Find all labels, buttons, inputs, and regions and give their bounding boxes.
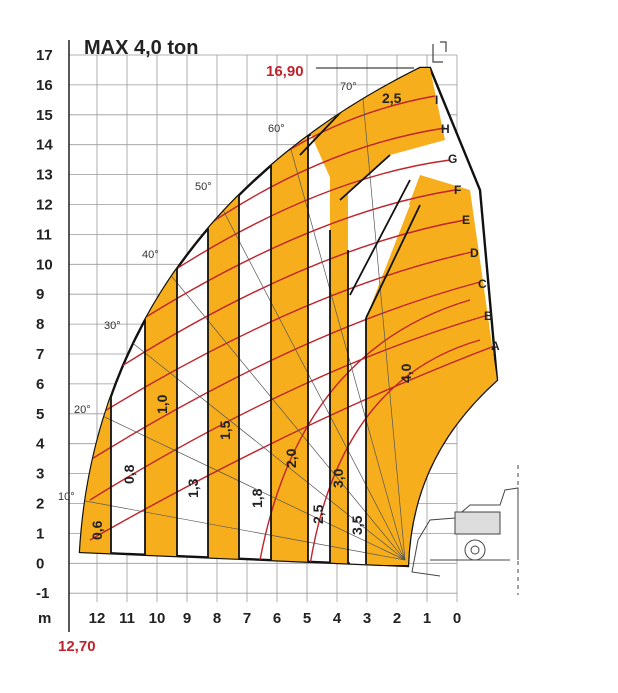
x-tick-12: 0 [453, 610, 461, 627]
y-tick-9: 8 [36, 316, 44, 333]
arc-label-h: H [441, 122, 450, 136]
arc-label-b: B [484, 309, 493, 323]
y-tick-16: 1 [36, 525, 44, 542]
arc-label-e: E [462, 213, 470, 227]
angle-50: 50° [195, 181, 212, 193]
y-tick-13: 4 [36, 436, 45, 453]
cap-06: 0,6 [89, 520, 105, 540]
y-tick-7: 10 [36, 256, 53, 273]
x-tick-1: 11 [119, 610, 135, 627]
x-tick-11: 1 [423, 610, 431, 627]
angle-60: 60° [268, 123, 285, 135]
y-tick-12: 5 [36, 406, 44, 423]
x-tick-6: 6 [273, 610, 281, 627]
x-tick-4: 8 [213, 610, 221, 627]
y-tick-18: -1 [36, 585, 49, 602]
cap-40: 4,0 [398, 363, 414, 383]
band-35 [350, 200, 410, 565]
arc-labels: A B C D E F G H I [435, 93, 500, 353]
cap-18: 1,8 [249, 488, 265, 508]
cap-25-top: 2,5 [382, 90, 402, 106]
y-tick-17: 0 [36, 555, 44, 572]
angle-20: 20° [74, 404, 91, 416]
x-tick-8: 4 [333, 610, 342, 627]
cap-15: 1,5 [217, 420, 233, 440]
cap-10: 1,0 [154, 394, 170, 414]
x-axis: 12 11 10 9 8 7 6 5 4 3 2 1 0 [89, 610, 462, 627]
angle-labels: 10° 20° 30° 40° 50° 60° 70° [58, 81, 357, 503]
angle-40: 40° [142, 249, 159, 261]
y-tick-14: 3 [36, 466, 44, 483]
y-tick-11: 6 [36, 376, 44, 393]
band-10 [145, 68, 177, 566]
load-envelope [78, 66, 499, 568]
cap-20: 2,0 [283, 448, 299, 468]
arc-label-c: C [478, 277, 487, 291]
y-tick-8: 9 [36, 286, 44, 303]
capacity-labels: 0,6 0,8 1,0 1,3 1,5 1,8 2,0 2,5 3,0 3,5 … [89, 90, 414, 540]
y-tick-4: 13 [36, 167, 53, 184]
y-tick-2: 15 [36, 107, 53, 124]
cap-13: 1,3 [185, 478, 201, 498]
cap-35: 3,5 [349, 515, 365, 535]
y-tick-10: 7 [36, 346, 44, 363]
angle-70: 70° [340, 81, 357, 93]
y-tick-5: 12 [36, 197, 53, 214]
unit-label: m [38, 610, 51, 627]
cap-30: 3,0 [330, 468, 346, 488]
x-tick-10: 2 [393, 610, 401, 627]
x-tick-7: 5 [303, 610, 311, 627]
max-reach-label: 12,70 [58, 638, 96, 655]
arc-label-a: A [491, 339, 500, 353]
cap-08: 0,8 [121, 464, 137, 484]
band-15 [208, 68, 239, 566]
max-height-label: 16,90 [266, 63, 304, 80]
y-tick-6: 11 [36, 226, 52, 243]
cap-25: 2,5 [310, 504, 326, 524]
arc-label-i: I [435, 93, 438, 107]
chart-title: MAX 4,0 ton [84, 37, 198, 59]
y-tick-3: 14 [36, 137, 53, 154]
telehandler-icon [411, 41, 519, 595]
y-tick-15: 2 [36, 496, 44, 513]
y-tick-1: 16 [36, 77, 53, 94]
x-tick-0: 12 [89, 610, 106, 627]
x-tick-9: 3 [363, 610, 371, 627]
arc-label-d: D [470, 246, 479, 260]
x-tick-2: 10 [149, 610, 166, 627]
angle-30: 30° [104, 320, 121, 332]
y-tick-0: 17 [36, 47, 53, 64]
arc-label-f: F [454, 183, 461, 197]
angle-10: 10° [58, 491, 75, 503]
arc-label-g: G [448, 152, 457, 166]
x-tick-3: 9 [183, 610, 191, 627]
x-tick-5: 7 [243, 610, 251, 627]
